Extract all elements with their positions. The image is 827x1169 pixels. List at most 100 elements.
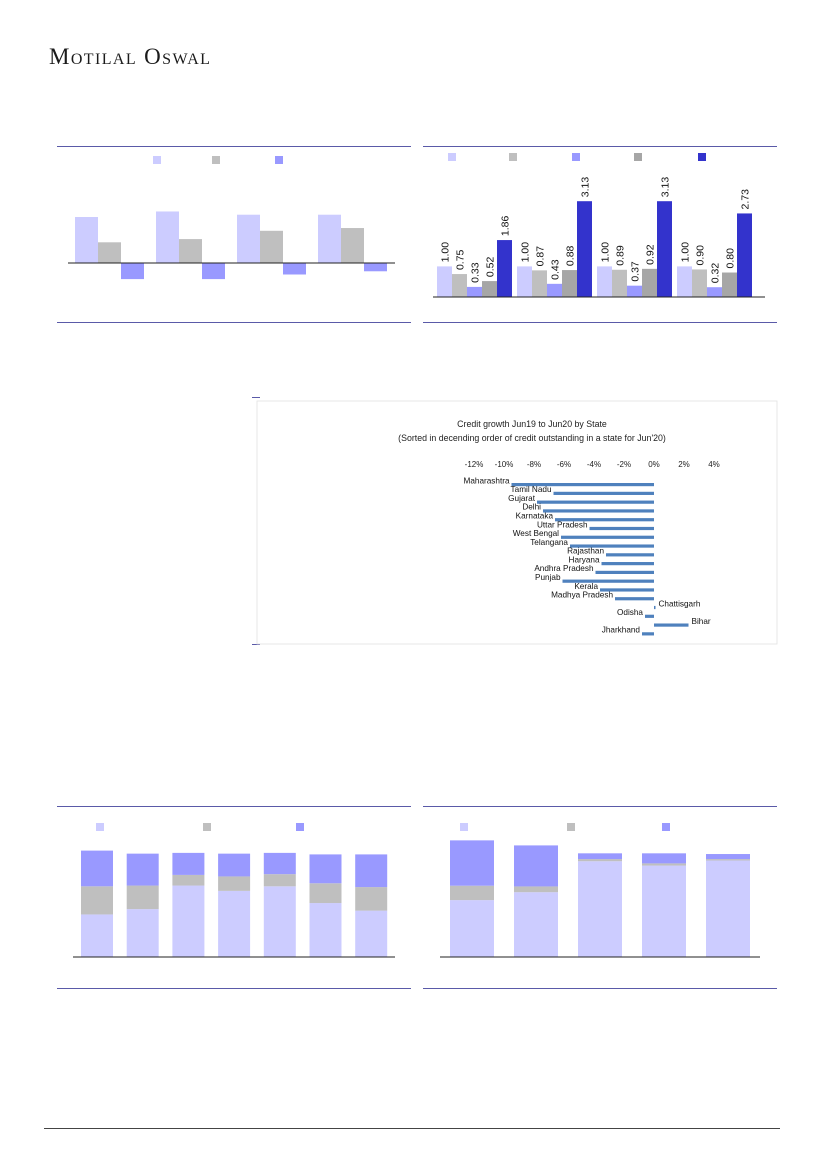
chart3-bar: [615, 597, 654, 601]
chart5-segment: [642, 865, 686, 957]
chart2-legend: [445, 152, 715, 162]
chart2-value-label: 3.13: [660, 177, 672, 198]
legend-swatch-periwinkle: [296, 823, 304, 831]
chart2-value-label: 1.00: [600, 242, 612, 263]
chart2-bar: [707, 287, 722, 297]
chart2-value-label: 0.89: [615, 245, 627, 266]
legend-swatch-lavender: [153, 156, 161, 164]
chart3-x-tick-label: 4%: [708, 460, 720, 469]
chart2-value-label: 0.52: [485, 256, 497, 277]
legend-swatch-gray: [567, 823, 575, 831]
chart4-segment: [263, 874, 296, 887]
chart3-bar: [562, 579, 654, 583]
chart3-bar: [570, 544, 654, 548]
chart5-segment: [578, 853, 622, 860]
chart3-bar: [606, 553, 654, 557]
chart2-value-label: 0.37: [630, 261, 642, 282]
chart1-bar: [283, 263, 306, 275]
chart2-bar: [482, 281, 497, 297]
chart2-value-label: 0.33: [470, 262, 482, 283]
chart1-bar: [179, 239, 202, 263]
chart4-segment: [126, 853, 159, 886]
chart4-segment: [218, 890, 251, 957]
chart3-state-label: Madhya Pradesh: [551, 591, 613, 600]
chart5-segment: [706, 854, 750, 860]
chart3-frame: [256, 400, 778, 645]
chart3-state-label: Rajasthan: [567, 547, 604, 556]
chart2-value-label: 2.73: [740, 189, 752, 210]
chart3-bar: [645, 614, 654, 618]
chart2-bar: [597, 266, 612, 297]
chart2-bar: [562, 270, 577, 297]
legend-swatch-royal: [698, 153, 706, 161]
chart3-subtitle: (Sorted in decending order of credit out…: [398, 433, 666, 443]
chart3-state-label: Bihar: [692, 617, 711, 626]
chart3-bar: [595, 570, 654, 574]
chart1-bar: [75, 217, 98, 263]
chart4-segment: [309, 854, 342, 884]
chart3-bar: [654, 623, 689, 627]
legend-swatch-periwinkle: [275, 156, 283, 164]
chart5-segment: [642, 863, 686, 866]
chart1-bar: [202, 263, 225, 280]
chart3-state-label: Punjab: [535, 573, 561, 582]
chart1-top-rule: [57, 146, 411, 147]
chart4-segment: [126, 885, 159, 910]
chart2-value-label: 3.13: [580, 177, 592, 198]
chart5-segment: [514, 886, 558, 893]
chart3-bar: [601, 562, 654, 566]
chart1-bar: [156, 211, 179, 263]
chart3-state-label: Haryana: [569, 555, 600, 564]
chart2-bar: [577, 201, 592, 297]
legend-swatch-lavender: [448, 153, 456, 161]
chart2-bar: [532, 270, 547, 297]
chart2-value-label: 0.75: [455, 249, 467, 270]
chart2-value-label: 0.92: [645, 244, 657, 265]
chart3-bar: [589, 526, 654, 531]
chart4-segment: [172, 852, 205, 875]
chart5-segment: [514, 845, 558, 887]
chart2-value-label: 0.87: [535, 246, 547, 267]
chart2-value-label: 0.88: [565, 245, 577, 266]
chart2-bar: [497, 240, 512, 297]
chart3-bar: [511, 483, 654, 487]
chart3-bar: [555, 518, 654, 522]
legend-swatch-gray: [509, 153, 517, 161]
chart4-segment: [218, 853, 251, 877]
chart5-segment: [706, 860, 750, 957]
legend-swatch-periwinkle: [662, 823, 670, 831]
chart1-bar: [237, 214, 260, 263]
chart2-value-label: 0.90: [695, 245, 707, 266]
chart5-segment: [578, 859, 622, 862]
chart3-state-label: Andhra Pradesh: [534, 564, 594, 573]
legend-swatch-darkgray: [634, 153, 642, 161]
chart2-bar: [692, 269, 707, 297]
chart3-x-tick-label: -2%: [617, 460, 631, 469]
chart4-segment: [81, 886, 113, 915]
chart3-bar: [600, 588, 654, 592]
chart4-segment: [355, 854, 388, 888]
legend-swatch-lavender: [460, 823, 468, 831]
chart2-value-label: 1.86: [500, 215, 512, 236]
legend-swatch-lavender: [96, 823, 104, 831]
chart1-bar: [121, 263, 144, 280]
chart2-bar: [517, 266, 532, 297]
chart5-segment: [450, 840, 494, 886]
chart3-x-tick-label: -8%: [527, 460, 541, 469]
chart1-bar: [364, 263, 387, 272]
chart4-legend: [93, 822, 313, 832]
chart3-state-label: West Bengal: [513, 529, 559, 538]
chart1-bottom-rule: [57, 322, 411, 323]
chart3-bar: [543, 509, 654, 513]
chart3-state-label: Telangana: [530, 538, 568, 547]
chart3-state-label: Jharkhand: [602, 626, 641, 635]
chart2-value-label: 1.00: [680, 242, 692, 263]
chart3-state-label: Kerala: [574, 582, 598, 591]
chart4-segment: [172, 874, 205, 886]
chart3-x-tick-label: 0%: [648, 460, 660, 469]
legend-swatch-periwinkle: [572, 153, 580, 161]
chart2-bottom-rule: [423, 322, 777, 323]
